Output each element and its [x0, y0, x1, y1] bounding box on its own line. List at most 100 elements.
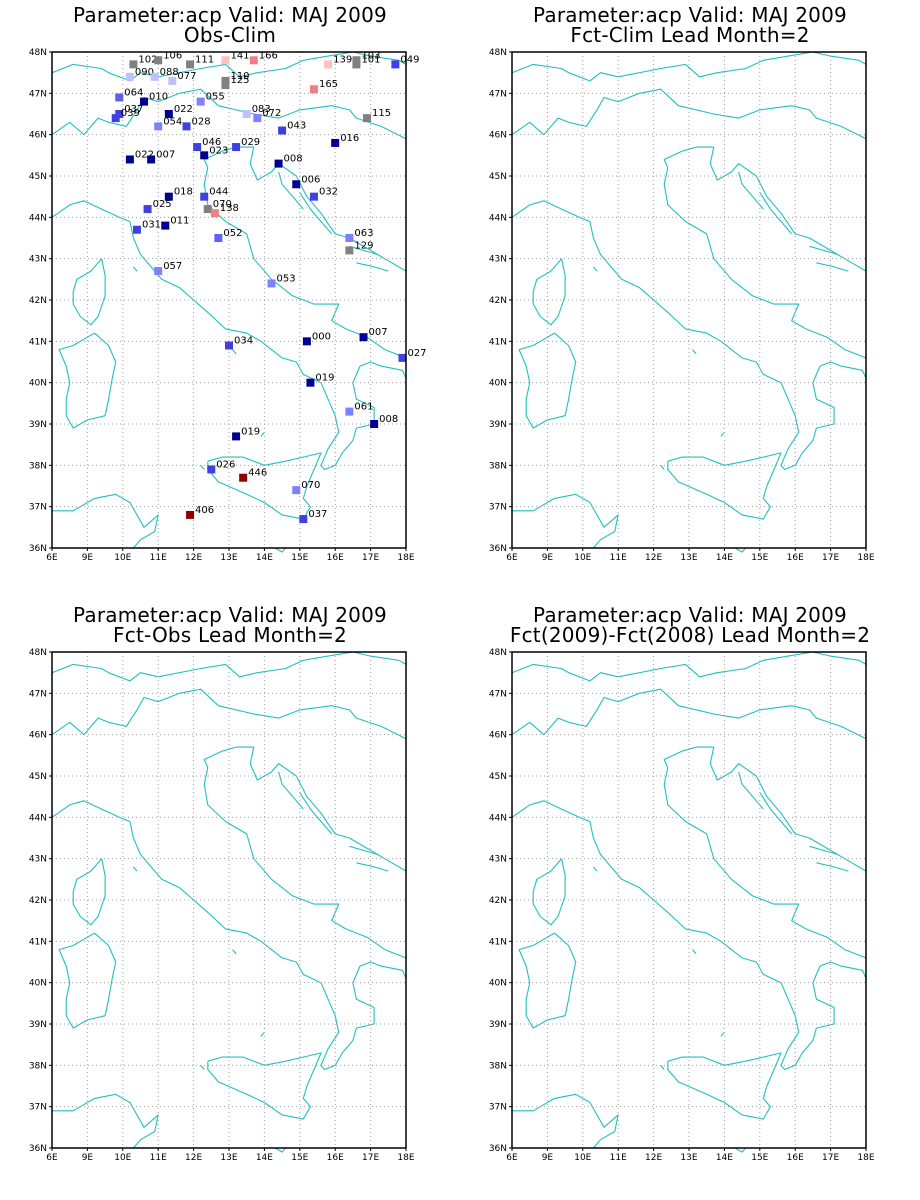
station-marker	[359, 333, 368, 342]
station-label: 022	[135, 149, 154, 160]
station-marker	[210, 209, 219, 218]
coastline	[720, 1031, 725, 1037]
station-marker	[221, 76, 230, 85]
coastline	[660, 1064, 665, 1070]
station-label: 037	[124, 104, 143, 115]
station-marker	[221, 81, 230, 90]
station-label: 028	[192, 116, 211, 127]
lat-tick-label: 47N	[29, 689, 47, 699]
station-label: 044	[209, 187, 228, 198]
station-marker	[249, 56, 258, 65]
coastline	[203, 146, 407, 359]
coastline	[709, 146, 867, 272]
gridline-layer	[512, 652, 866, 1148]
map-panel-obs-clim: Parameter:acp Valid: MAJ 2009 Obs-Clim 1…	[0, 0, 460, 600]
lon-tick-label: 6E	[46, 1153, 58, 1163]
lat-tick-label: 38N	[489, 461, 507, 471]
lat-tick-label: 43N	[29, 255, 47, 265]
coastline	[58, 332, 117, 429]
station-label: 043	[287, 121, 306, 132]
station-marker	[331, 138, 340, 147]
station-marker	[309, 85, 318, 94]
coastline	[809, 245, 838, 256]
station-label: 000	[312, 331, 331, 342]
coastline	[51, 688, 407, 740]
station-label: 006	[301, 174, 320, 185]
station-marker	[207, 465, 216, 474]
coastline	[260, 431, 265, 437]
station-marker	[242, 110, 251, 118]
lon-tick-label: 10E	[114, 1153, 131, 1163]
lat-tick-label: 45N	[29, 172, 47, 182]
station-marker	[225, 341, 233, 350]
lon-tick-label: 6E	[46, 553, 58, 563]
lon-tick-label: 16E	[327, 1153, 344, 1163]
lon-tick-label: 13E	[220, 1153, 237, 1163]
coastline	[592, 866, 598, 872]
station-marker	[132, 225, 141, 234]
axis-layer: 6E 9E 10E 11E 12E 13E 14E 15E 16E 17E 18E 48N 47N 46N…	[489, 48, 875, 563]
lon-tick-label: 15E	[291, 1153, 308, 1163]
station-marker	[129, 60, 138, 69]
panel-title-line2: Fct-Clim Lead Month=2	[570, 23, 810, 47]
lon-tick-label: 14E	[716, 1153, 733, 1163]
lon-tick-label: 12E	[645, 553, 662, 563]
station-marker	[200, 151, 209, 160]
station-marker	[232, 143, 241, 152]
lon-tick-label: 10E	[114, 553, 131, 563]
lat-tick-label: 37N	[29, 1103, 47, 1113]
lat-tick-label: 41N	[29, 337, 47, 347]
coastline	[349, 245, 378, 256]
station-marker	[302, 337, 311, 346]
station-marker	[253, 114, 262, 123]
station-marker	[363, 114, 372, 123]
coastline	[132, 266, 138, 272]
station-label: 090	[135, 67, 154, 78]
station-label: 138	[220, 203, 239, 214]
lat-tick-label: 40N	[489, 979, 507, 989]
lat-tick-label: 40N	[489, 379, 507, 389]
station-marker	[345, 234, 354, 242]
lat-tick-label: 39N	[29, 420, 47, 430]
station-marker	[200, 192, 209, 201]
panel-title-line2: Fct-Obs Lead Month=2	[113, 623, 347, 647]
map-panel-fct-clim: Parameter:acp Valid: MAJ 2009 Fct-Clim L…	[460, 0, 920, 600]
lat-tick-label: 42N	[489, 896, 507, 906]
station-label: 016	[340, 133, 359, 144]
lat-tick-label: 46N	[489, 131, 507, 141]
station-label: 019	[315, 373, 334, 384]
coastline	[203, 746, 407, 959]
lat-tick-label: 41N	[29, 937, 47, 947]
coastline	[278, 771, 304, 810]
lat-tick-label: 43N	[489, 255, 507, 265]
lat-tick-label: 47N	[29, 89, 47, 99]
lat-tick-label: 42N	[29, 896, 47, 906]
lat-tick-label: 48N	[29, 48, 47, 58]
lon-tick-label: 9E	[82, 553, 94, 563]
coastline	[207, 452, 322, 520]
station-marker	[186, 60, 195, 69]
station-label: 032	[319, 187, 338, 198]
lat-tick-label: 39N	[29, 1020, 47, 1030]
station-label: 083	[252, 104, 271, 115]
lon-tick-label: 17E	[362, 553, 379, 563]
lon-tick-label: 11E	[150, 1153, 167, 1163]
lat-tick-label: 37N	[29, 503, 47, 513]
lat-tick-label: 41N	[489, 337, 507, 347]
station-label: 139	[333, 54, 352, 65]
coastline	[809, 845, 838, 856]
station-marker	[278, 126, 287, 135]
coastline	[299, 792, 333, 835]
lat-tick-label: 36N	[29, 1144, 47, 1154]
station-marker	[115, 110, 124, 118]
station-marker	[232, 432, 241, 441]
lon-tick-label: 18E	[397, 1153, 414, 1163]
lon-tick-label: 11E	[610, 1153, 627, 1163]
coastline	[512, 1093, 619, 1149]
lat-tick-label: 38N	[29, 1061, 47, 1071]
coastline-layer	[51, 51, 407, 553]
lon-tick-label: 13E	[220, 553, 237, 563]
coastline	[132, 866, 138, 872]
station-label: 115	[372, 108, 391, 119]
lat-tick-label: 45N	[489, 172, 507, 182]
